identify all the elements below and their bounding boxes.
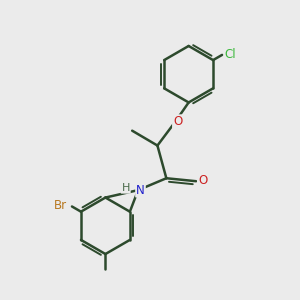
Text: O: O bbox=[198, 174, 207, 187]
Text: N: N bbox=[136, 184, 145, 196]
Text: H: H bbox=[122, 183, 130, 193]
Text: Br: Br bbox=[54, 200, 67, 212]
Text: Cl: Cl bbox=[225, 48, 236, 61]
Text: O: O bbox=[173, 115, 182, 128]
